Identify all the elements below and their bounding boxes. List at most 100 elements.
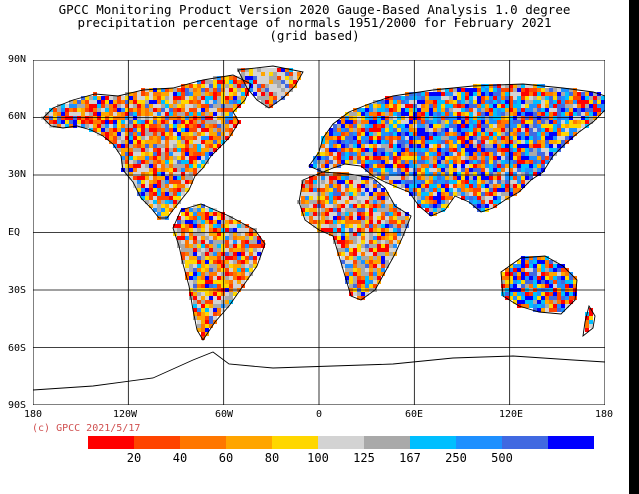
precip-cell — [185, 124, 189, 128]
precip-cell — [417, 128, 421, 132]
precip-cell — [93, 116, 97, 120]
precip-cell — [145, 164, 149, 168]
precip-cell — [505, 112, 509, 116]
precip-cell — [469, 184, 473, 188]
precip-cell — [413, 192, 417, 196]
precip-cell — [169, 184, 173, 188]
precip-cell — [461, 104, 465, 108]
precip-cell — [289, 84, 293, 88]
precip-cell — [517, 184, 521, 188]
precip-cell — [201, 88, 205, 92]
precip-cell — [489, 88, 493, 92]
precip-cell — [433, 136, 437, 140]
precip-cell — [489, 116, 493, 120]
precip-cell — [161, 104, 165, 108]
precip-cell — [157, 164, 161, 168]
precip-cell — [421, 116, 425, 120]
precip-cell — [229, 256, 233, 260]
precip-cell — [333, 152, 337, 156]
precip-cell — [193, 112, 197, 116]
precip-cell — [517, 132, 521, 136]
precip-cell — [553, 280, 557, 284]
precip-cell — [217, 112, 221, 116]
precip-cell — [473, 168, 477, 172]
precip-cell — [373, 268, 377, 272]
precip-cell — [501, 100, 505, 104]
precip-cell — [221, 124, 225, 128]
precip-cell — [165, 92, 169, 96]
precip-cell — [421, 204, 425, 208]
precip-cell — [189, 176, 193, 180]
precip-cell — [553, 112, 557, 116]
precip-cell — [337, 180, 341, 184]
precip-cell — [249, 260, 253, 264]
legend-label: 80 — [265, 451, 279, 465]
precip-cell — [141, 120, 145, 124]
precip-cell — [493, 104, 497, 108]
precip-cell — [149, 196, 153, 200]
precip-cell — [313, 200, 317, 204]
precip-cell — [381, 108, 385, 112]
precip-cell — [345, 252, 349, 256]
precip-cell — [477, 96, 481, 100]
precip-cell — [549, 284, 553, 288]
precip-cell — [533, 292, 537, 296]
precip-cell — [533, 108, 537, 112]
precip-cell — [521, 140, 525, 144]
precip-cell — [217, 292, 221, 296]
precip-cell — [489, 124, 493, 128]
precip-cell — [213, 268, 217, 272]
precip-cell — [157, 212, 161, 216]
precip-cell — [365, 268, 369, 272]
precip-cell — [213, 252, 217, 256]
precip-cell — [221, 116, 225, 120]
precip-cell — [173, 112, 177, 116]
precip-cell — [545, 148, 549, 152]
precip-cell — [193, 140, 197, 144]
precip-cell — [405, 176, 409, 180]
precip-cell — [505, 96, 509, 100]
precip-cell — [413, 184, 417, 188]
precip-cell — [169, 168, 173, 172]
precip-cell — [101, 116, 105, 120]
precip-cell — [537, 152, 541, 156]
precip-cell — [237, 92, 241, 96]
precip-cell — [177, 100, 181, 104]
precip-cell — [201, 252, 205, 256]
precip-cell — [433, 108, 437, 112]
precip-cell — [341, 176, 345, 180]
precip-cell — [277, 72, 281, 76]
precip-cell — [381, 144, 385, 148]
precip-cell — [209, 240, 213, 244]
precip-cell — [449, 192, 453, 196]
precip-cell — [453, 136, 457, 140]
precip-cell — [461, 148, 465, 152]
precip-cell — [477, 132, 481, 136]
precip-cell — [589, 104, 593, 108]
precip-cell — [109, 136, 113, 140]
precip-cell — [133, 124, 137, 128]
precip-cell — [521, 88, 525, 92]
precip-cell — [149, 192, 153, 196]
precip-cell — [501, 128, 505, 132]
precip-cell — [145, 144, 149, 148]
precip-cell — [485, 192, 489, 196]
precip-cell — [561, 300, 565, 304]
precip-cell — [437, 136, 441, 140]
precip-cell — [473, 196, 477, 200]
precip-cell — [553, 144, 557, 148]
precip-cell — [201, 160, 205, 164]
precip-cell — [337, 204, 341, 208]
precip-cell — [409, 112, 413, 116]
precip-cell — [217, 276, 221, 280]
precip-cell — [373, 256, 377, 260]
precip-cell — [353, 220, 357, 224]
precip-cell — [361, 208, 365, 212]
precip-cell — [245, 268, 249, 272]
precip-cell — [517, 140, 521, 144]
precip-cell — [473, 156, 477, 160]
precip-cell — [401, 152, 405, 156]
precip-cell — [221, 252, 225, 256]
precip-cell — [57, 116, 61, 120]
precip-cell — [441, 148, 445, 152]
